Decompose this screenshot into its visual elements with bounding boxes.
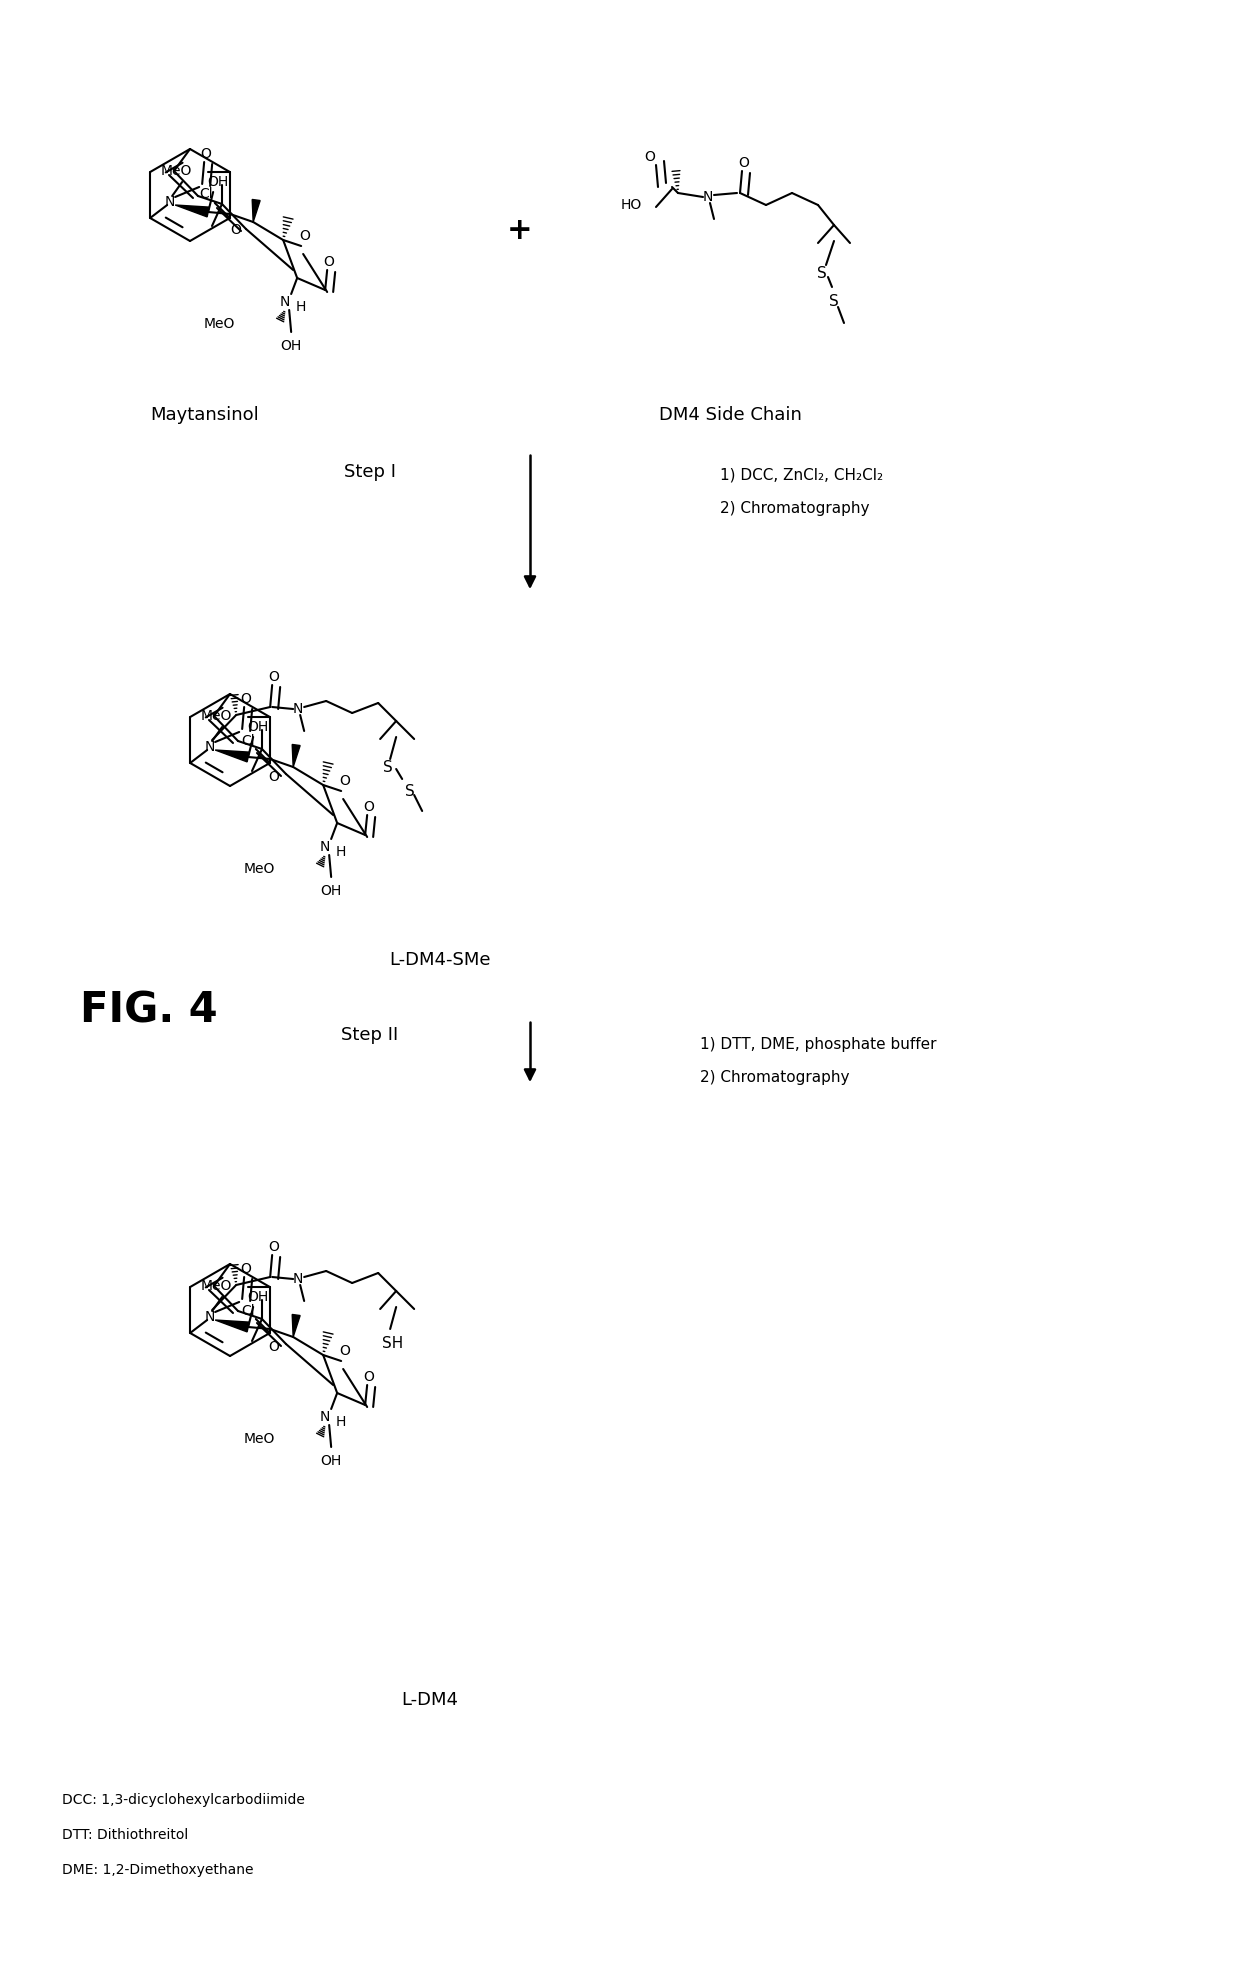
Text: OH: OH [320,883,342,897]
Polygon shape [293,744,300,766]
Text: N: N [320,1409,330,1423]
Text: Cl: Cl [241,1304,254,1318]
Text: MeO: MeO [201,709,232,723]
Text: DCC: 1,3-dicyclohexylcarbodiimide: DCC: 1,3-dicyclohexylcarbodiimide [62,1792,305,1806]
Text: OH: OH [248,721,269,734]
Text: N: N [320,840,330,854]
Text: DM4 Side Chain: DM4 Side Chain [658,407,801,425]
Text: N: N [205,740,216,754]
Text: Maytansinol: Maytansinol [150,407,259,425]
Text: N: N [205,1310,216,1324]
Text: N: N [280,296,290,310]
Text: O: O [340,774,351,788]
Text: 1) DTT, DME, phosphate buffer: 1) DTT, DME, phosphate buffer [701,1036,936,1052]
Text: O: O [231,222,242,236]
Text: O: O [645,151,656,165]
Polygon shape [216,1320,249,1332]
Text: L-DM4-SMe: L-DM4-SMe [389,951,491,969]
Text: MeO: MeO [244,1431,275,1445]
Text: OH: OH [248,1290,269,1304]
Polygon shape [216,750,249,762]
Text: Step II: Step II [341,1026,398,1044]
Text: 1) DCC, ZnCl₂, CH₂Cl₂: 1) DCC, ZnCl₂, CH₂Cl₂ [720,468,883,482]
Text: MeO: MeO [244,861,275,875]
Text: O: O [269,770,279,784]
Text: Cl: Cl [200,187,212,200]
Text: O: O [324,254,335,270]
Text: H: H [336,1415,346,1429]
Text: S: S [817,266,827,280]
Text: O: O [340,1344,351,1358]
Text: 2) Chromatography: 2) Chromatography [701,1070,849,1084]
Polygon shape [252,198,260,222]
Text: O: O [363,800,374,814]
Text: S: S [383,760,393,774]
Text: FIG. 4: FIG. 4 [81,989,218,1030]
Text: OH: OH [320,1453,342,1469]
Text: O: O [269,1340,279,1354]
Text: N: N [293,703,304,717]
Text: SH: SH [382,1336,403,1350]
Text: O: O [300,228,310,242]
Text: DME: 1,2-Dimethoxyethane: DME: 1,2-Dimethoxyethane [62,1864,253,1878]
Text: N: N [293,1272,304,1286]
Text: HO: HO [621,198,642,212]
Polygon shape [293,1314,300,1338]
Text: L-DM4: L-DM4 [402,1691,459,1709]
Text: +: + [507,216,533,244]
Text: MeO: MeO [201,1278,232,1292]
Text: O: O [201,147,212,161]
Text: O: O [269,671,279,685]
Text: H: H [336,846,346,860]
Text: N: N [703,191,713,204]
Text: Cl: Cl [241,734,254,748]
Text: O: O [241,1262,252,1276]
Text: H: H [296,300,306,314]
Text: DTT: Dithiothreitol: DTT: Dithiothreitol [62,1828,188,1842]
Text: S: S [405,784,415,798]
Text: O: O [241,693,252,707]
Text: O: O [739,157,749,171]
Text: MeO: MeO [160,165,192,179]
Text: N: N [165,195,175,208]
Text: 2) Chromatography: 2) Chromatography [720,500,869,516]
Polygon shape [175,204,210,216]
Text: Step I: Step I [343,463,396,480]
Text: OH: OH [207,175,229,189]
Text: MeO: MeO [203,318,236,331]
Text: S: S [830,294,839,308]
Text: O: O [363,1370,374,1384]
Text: O: O [269,1241,279,1255]
Text: OH: OH [280,339,301,353]
